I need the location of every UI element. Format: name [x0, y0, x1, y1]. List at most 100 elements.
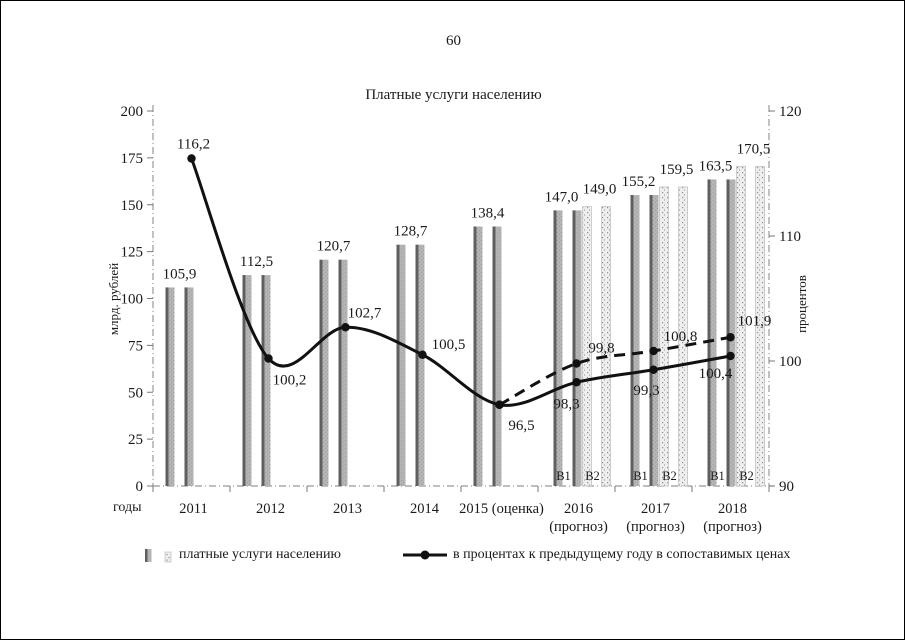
line-marker [649, 346, 658, 356]
line-value-label: 98,3 [553, 396, 579, 412]
bar-b1 [399, 244, 406, 486]
y-tick-label-left: 25 [128, 432, 143, 448]
y-tick-label-left: 0 [136, 479, 144, 495]
bar-b1 [264, 275, 271, 486]
bar-b1-edge [165, 287, 169, 486]
bar-b1-edge [261, 275, 265, 486]
line-value-label: 100,8 [664, 329, 698, 345]
bar-b1-edge [630, 195, 634, 486]
bar-b1-edge [492, 226, 496, 486]
bar-b1-edge [338, 259, 342, 486]
line-series-icon [403, 550, 447, 560]
right-axis-title: процентов [794, 275, 809, 333]
line-value-label: 116,2 [177, 137, 210, 153]
page-number: 60 [446, 33, 461, 49]
chart-title: Платные услуги населению [365, 87, 542, 103]
bar-b1-edge [184, 287, 188, 486]
x-tick-label-line2: (прогноз) [626, 519, 685, 535]
bar-b2 [755, 165, 765, 487]
bar-b1 [729, 179, 736, 486]
bar-b1 [168, 287, 175, 486]
x-tick-label: 2011 [179, 501, 207, 517]
x-axis-title: годы [113, 500, 142, 515]
variant-label-b1: В1 [556, 469, 571, 483]
variant-label-b1: В1 [633, 469, 648, 483]
bar-value-label: 159,5 [660, 162, 694, 178]
left-axis-title: млрд. рублей [106, 262, 121, 336]
line-marker [649, 365, 658, 374]
line-solid-b1 [190, 157, 731, 407]
bar-value-label: 149,0 [583, 182, 617, 198]
line-value-label: 101,9 [738, 313, 772, 329]
bar-b2 [736, 165, 746, 487]
bar-b1 [710, 179, 717, 486]
bar-value-label: 105,9 [163, 266, 197, 282]
bar-b1 [418, 244, 425, 486]
variant-label-b2: В2 [585, 469, 600, 483]
bar-b2 [582, 206, 592, 487]
y-tick-label-left: 150 [121, 198, 144, 214]
x-tick-label: 2018 [718, 501, 747, 517]
y-tick-label-left: 175 [121, 151, 144, 167]
variant-label-b1: В1 [710, 469, 725, 483]
bar-b1 [495, 226, 502, 486]
line-value-label: 100,5 [432, 337, 466, 353]
line-value-label: 100,4 [699, 366, 733, 382]
bar-b1-edge [649, 195, 653, 486]
bar-value-label: 155,2 [622, 174, 656, 190]
bar-series-icon [145, 549, 172, 563]
x-tick-label: 2013 [333, 501, 362, 517]
line-value-label: 99,3 [633, 383, 659, 399]
bar-b1-edge [319, 259, 323, 486]
y-tick-label-left: 50 [128, 385, 143, 401]
x-tick-label: 2012 [256, 501, 285, 517]
variant-label-b2: В2 [739, 469, 754, 483]
bar-b1 [187, 287, 194, 486]
line-marker [264, 354, 273, 363]
line-marker [572, 378, 581, 387]
bar-b1 [476, 226, 483, 486]
bar-b1 [245, 275, 252, 486]
line-marker [187, 154, 196, 163]
line-marker [726, 333, 735, 342]
bar-value-label: 138,4 [471, 206, 505, 222]
x-tick-label: 2014 [410, 501, 440, 517]
y-tick-label-left: 75 [128, 338, 143, 354]
x-tick-label-line2: (прогноз) [549, 519, 608, 535]
line-marker [341, 323, 350, 332]
bar-b2 [659, 186, 669, 487]
x-tick-label: 2015 (оценка) [459, 501, 544, 517]
legend-item-line: в процентах к предыдущему году в сопоста… [403, 546, 790, 564]
bar-value-label: 120,7 [317, 239, 351, 255]
bar-b1 [575, 210, 582, 486]
y-tick-label-right: 110 [779, 229, 801, 245]
bar-b1-edge [415, 244, 419, 486]
line-value-label: 100,2 [273, 373, 307, 389]
y-tick-label-right: 120 [779, 104, 802, 120]
bar-value-label: 128,7 [394, 224, 428, 240]
bar-b2 [601, 206, 611, 487]
line-dashed-b2 [498, 335, 731, 407]
bar-b2 [678, 186, 688, 487]
bar-value-label: 163,5 [699, 158, 733, 174]
bar-b1 [556, 210, 563, 486]
line-marker [495, 400, 504, 409]
bar-b1-edge [396, 244, 400, 486]
bar-value-label: 170,5 [737, 141, 771, 157]
y-tick-label-left: 125 [121, 245, 144, 261]
bar-b1-edge [473, 226, 477, 486]
line-marker [726, 351, 735, 361]
line-value-label: 96,5 [508, 418, 534, 434]
bar-b1 [652, 195, 659, 486]
line-value-label: 99,8 [588, 341, 614, 357]
bar-b1 [633, 195, 640, 486]
bar-value-label: 147,0 [545, 189, 579, 205]
y-tick-label-right: 100 [779, 354, 802, 370]
variant-label-b2: В2 [662, 469, 677, 483]
x-tick-label-line2: (прогноз) [703, 519, 762, 535]
bar-b1 [322, 259, 329, 486]
x-tick-label: 2017 [641, 501, 670, 517]
line-marker [572, 359, 581, 368]
